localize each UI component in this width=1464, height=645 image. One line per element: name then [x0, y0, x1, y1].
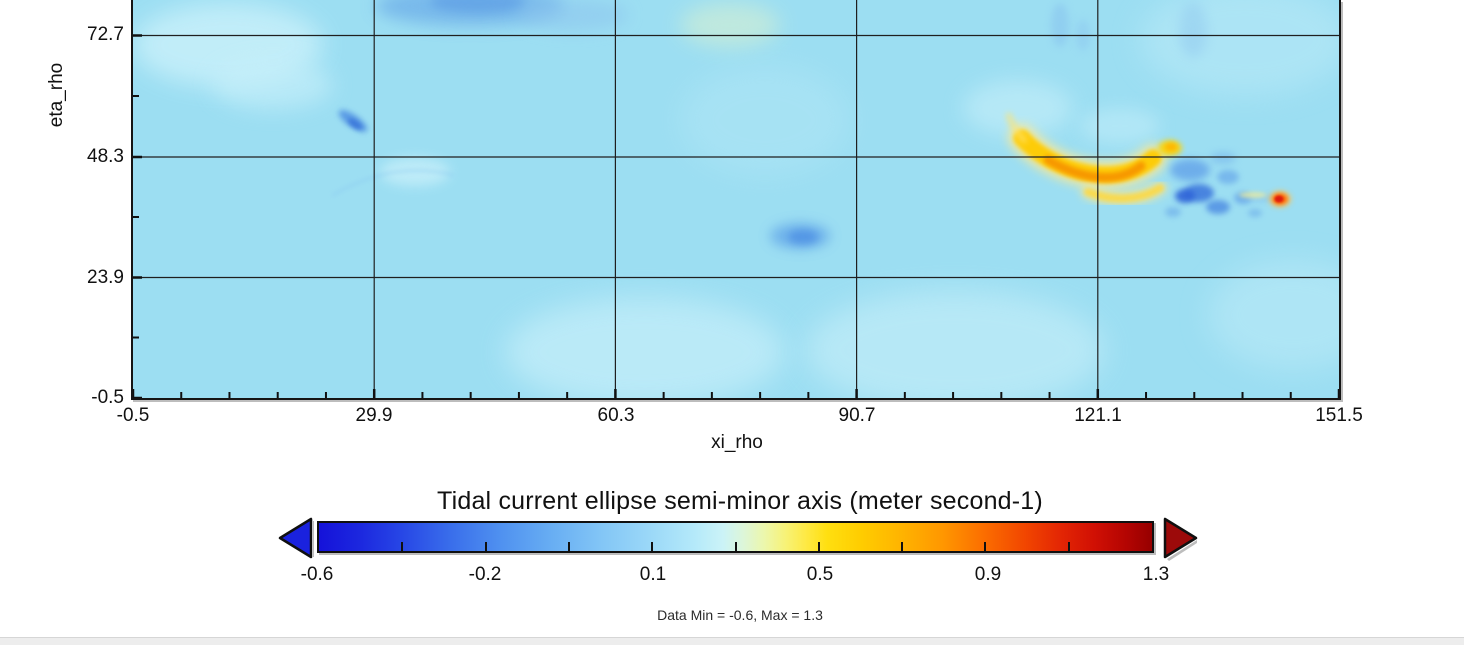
map-feature-diag-smudge-core [348, 118, 362, 130]
colorbar-tick-label: 0.1 [639, 564, 667, 585]
colorbar-tick [484, 542, 487, 551]
heatmap-field [133, 0, 1339, 398]
map-feature-light-left-of-crescent [963, 80, 1073, 136]
colorbar-tick [1067, 542, 1070, 551]
window-bottom-strip [0, 637, 1464, 645]
map-feature-blue-streak-top-a [1051, 3, 1069, 47]
x-tick-label: 60.3 [597, 405, 635, 426]
x-axis-title: xi_rho [711, 432, 763, 453]
y-axis-title: eta_rho [46, 62, 67, 128]
colorbar-tick [567, 542, 570, 551]
colorbar-tick [817, 542, 820, 551]
map-feature-subarc-main [1084, 184, 1164, 203]
colorbar-tick-label: 0.9 [974, 564, 1002, 585]
map-feature-light-bottom-center [505, 297, 785, 398]
colorbar: -0.6 -0.2 0.1 0.5 0.9 1.3 [278, 517, 1208, 595]
map-feature-blue-cluster-3 [1175, 189, 1195, 203]
colorbar-tick-label: -0.2 [468, 564, 502, 585]
x-tick-label: 121.1 [1074, 405, 1122, 426]
y-tick-label: 48.3 [87, 146, 124, 167]
y-tick-label: -0.5 [91, 387, 124, 408]
map-feature-yellow-blob-core [1165, 143, 1177, 151]
y-tick-label: 23.9 [87, 267, 124, 288]
colorbar-tick [984, 542, 987, 551]
figure-title: Tidal current ellipse semi-minor axis (m… [437, 487, 1043, 515]
map-feature-light-wisp-upper-left2 [213, 60, 333, 110]
colorbar-tick-label: -0.6 [300, 564, 334, 585]
map-feature-crescent-core [1043, 155, 1146, 182]
colorbar-tick [651, 542, 654, 551]
map-feature-blue-cluster-4 [1206, 200, 1230, 214]
colorbar-tick [901, 542, 904, 551]
map-feature-dark-wisp-top2 [518, 0, 628, 31]
map-feature-light-patch-mid-left [380, 158, 450, 186]
colorbar-gradient-bar [317, 521, 1154, 553]
map-feature-light-mid [680, 65, 850, 175]
map-feature-pale-yellow-tint-top [680, 3, 780, 47]
map-feature-diffuse-blob-core [788, 230, 818, 244]
map-feature-light-above-crescent [1080, 108, 1160, 144]
y-tick-label: 72.7 [87, 24, 124, 45]
map-feature-crescent-tail [1005, 112, 1028, 144]
x-tick-label: -0.5 [116, 405, 150, 426]
colorbar-tick [401, 542, 404, 551]
map-feature-blue-cluster-5 [1217, 170, 1239, 184]
colorbar-left-arrow-icon [278, 517, 314, 559]
x-tick-label: 151.5 [1315, 405, 1363, 426]
heatmap-plot-area [131, 0, 1341, 400]
x-tick-label: 90.7 [838, 405, 876, 426]
map-feature-blue-cluster-8 [1210, 152, 1236, 164]
map-feature-red-spot-core [1274, 195, 1284, 203]
map-feature-blue-cluster-7 [1165, 207, 1181, 217]
map-feature-light-corner-right [1208, 260, 1339, 370]
map-feature-blue-cluster-9 [1248, 209, 1262, 217]
map-feature-blue-cluster-1 [1170, 159, 1210, 181]
map-feature-yellow-wisp-near-spot [1239, 192, 1267, 198]
map-feature-blue-wisp-top-right [1179, 2, 1207, 58]
map-feature-dark-cloud-top-core [430, 0, 526, 13]
colorbar-tick [734, 542, 737, 551]
map-feature-light-arc-outline [331, 169, 455, 197]
colorbar-tick-label: 1.3 [1142, 564, 1170, 585]
colorbar-right-arrow-icon [1163, 517, 1198, 561]
data-range-caption: Data Min = -0.6, Max = 1.3 [657, 607, 823, 623]
colorbar-tick-label: 0.5 [806, 564, 834, 585]
map-feature-light-bottom-right [805, 290, 1105, 398]
x-tick-label: 29.9 [355, 405, 393, 426]
